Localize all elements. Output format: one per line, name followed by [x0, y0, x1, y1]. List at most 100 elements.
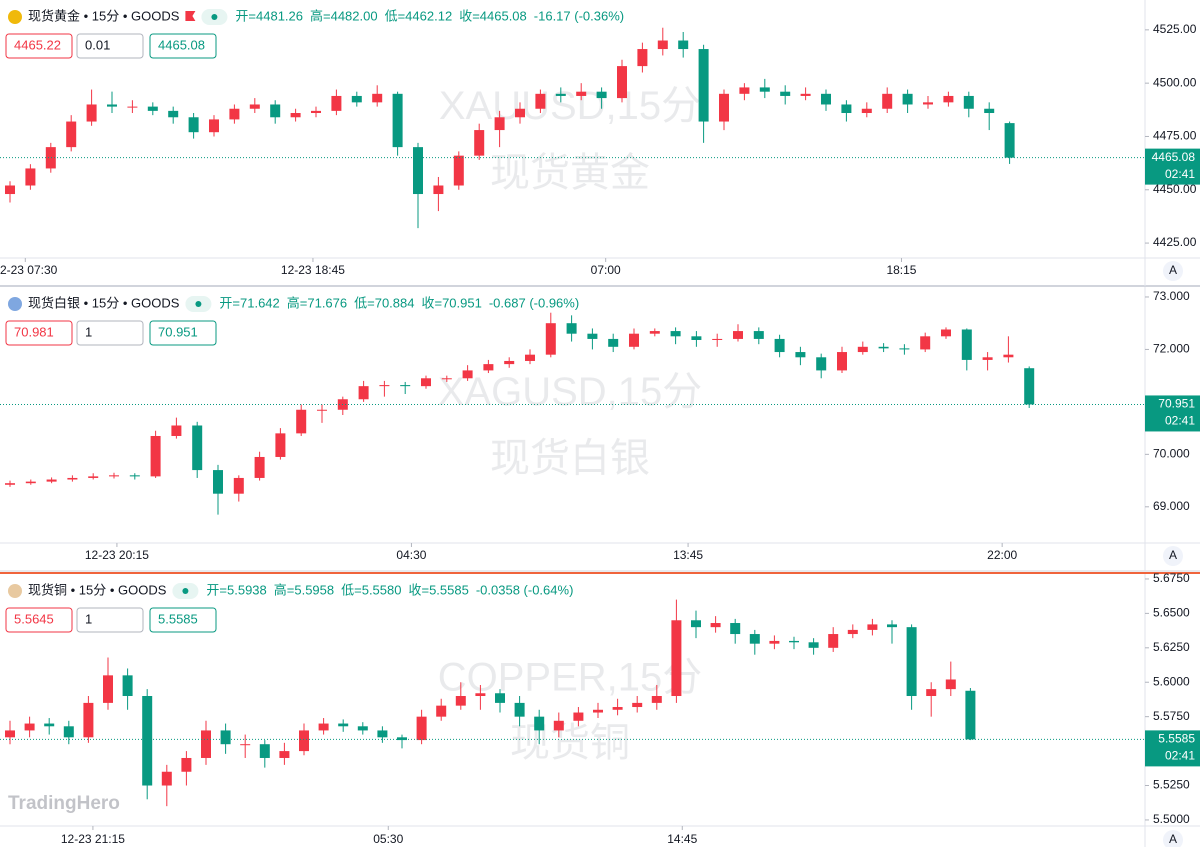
trade-button-label[interactable]: 70.951 [158, 324, 198, 339]
candle-body [534, 716, 545, 731]
candle-body [181, 757, 192, 772]
trade-button-label[interactable]: 1 [85, 324, 92, 339]
candle-body [899, 348, 910, 350]
candle-body [122, 675, 133, 697]
flag-icon [185, 11, 196, 21]
ohlc-low: 低=70.884 [354, 295, 414, 310]
candle-body [504, 360, 515, 365]
ohlc-high: 高=71.676 [287, 295, 347, 310]
ohlc-high: 高=5.5958 [274, 582, 334, 597]
y-tick-label: 70.000 [1153, 447, 1190, 461]
watermark: XAUUSD,15分 [439, 84, 701, 128]
candle-body [416, 716, 427, 741]
y-tick-label: 5.6750 [1153, 571, 1190, 585]
candle-body [495, 693, 505, 703]
candle-body [240, 744, 251, 746]
y-tick-label: 73.000 [1153, 289, 1190, 303]
candle-body [555, 93, 566, 96]
y-tick-label: 4475.00 [1153, 129, 1197, 143]
candle-body [961, 329, 972, 360]
ohlc-close: 收=4465.08 [459, 8, 527, 23]
candle-body [816, 357, 827, 371]
auto-scale-label[interactable]: A [1169, 832, 1177, 846]
trade-button-label[interactable]: 1 [85, 611, 92, 626]
candle-body [171, 425, 182, 436]
countdown: 02:41 [1165, 749, 1195, 763]
y-tick-label: 5.6250 [1153, 640, 1190, 654]
candle-body [1024, 368, 1035, 405]
auto-scale-label[interactable]: A [1169, 263, 1177, 277]
candle-body [926, 689, 937, 697]
auto-scale-button[interactable] [1163, 830, 1183, 847]
watermark: XAGUSD,15分 [438, 370, 703, 414]
auto-scale-button[interactable] [1163, 546, 1183, 566]
candle-body [671, 620, 682, 697]
candle-body [377, 730, 388, 738]
candle-body [358, 386, 369, 400]
trade-button[interactable] [76, 607, 144, 633]
candle-body [397, 737, 407, 741]
candle-body [279, 751, 290, 758]
candle-body [86, 104, 97, 122]
candle-body [45, 147, 56, 169]
candle-body [142, 696, 153, 786]
candle-body [192, 425, 203, 471]
auto-scale-button[interactable] [1163, 261, 1183, 281]
countdown: 02:41 [1165, 414, 1195, 428]
y-tick-label: 4425.00 [1153, 235, 1197, 249]
trade-button[interactable] [149, 607, 217, 633]
candle-body [759, 87, 770, 92]
candle-body [596, 91, 607, 99]
candle-body [691, 336, 702, 340]
watermark: 现货白银 [490, 437, 650, 481]
y-tick-label: 5.5000 [1153, 812, 1190, 826]
trade-button-label[interactable]: 5.5585 [158, 611, 198, 626]
trade-button[interactable] [5, 607, 73, 633]
auto-scale-label[interactable]: A [1169, 548, 1177, 562]
candle-body [651, 696, 662, 703]
candle-body [290, 113, 301, 118]
trade-button[interactable] [5, 33, 73, 59]
candle-body [733, 331, 743, 339]
ohlc-low: 低=4462.12 [385, 8, 453, 23]
y-tick-label: 69.000 [1153, 499, 1190, 513]
y-tick-label: 5.5250 [1153, 778, 1190, 792]
candle-body [943, 95, 954, 103]
candle-body [351, 95, 362, 103]
y-tick-label: 5.6000 [1153, 674, 1190, 688]
candle-body [331, 95, 342, 111]
candle-body [749, 634, 760, 644]
symbol-title: 现货铜 • 15分 • GOODS [28, 582, 167, 597]
candle-body [535, 93, 546, 109]
trade-button[interactable] [149, 33, 217, 59]
candle-body [545, 323, 556, 355]
x-tick-label: 18:15 [886, 263, 916, 277]
trade-button-label[interactable]: 4465.08 [158, 37, 205, 52]
countdown: 02:41 [1165, 167, 1195, 181]
candle-body [296, 409, 307, 434]
candle-body [249, 104, 260, 109]
candle-body [201, 730, 211, 758]
symbol-title: 现货白银 • 15分 • GOODS [28, 295, 180, 310]
candle-body [483, 364, 494, 371]
candle-body [649, 331, 660, 334]
candle-body [637, 49, 648, 67]
logo: TradingHero [8, 793, 120, 814]
trade-button[interactable] [76, 33, 144, 59]
candle-body [719, 93, 729, 122]
candle-body [573, 712, 584, 721]
trade-button[interactable] [76, 320, 144, 346]
candle-body [878, 346, 889, 349]
candle-body [318, 723, 329, 731]
candle-body [906, 627, 917, 697]
trade-button-label[interactable]: 0.01 [85, 37, 110, 52]
trade-button[interactable] [149, 320, 217, 346]
trade-button[interactable] [5, 320, 73, 346]
candle-body [841, 104, 852, 114]
trade-button-label[interactable]: 5.5645 [14, 611, 54, 626]
candle-body [63, 726, 74, 738]
trade-button-label[interactable]: 4465.22 [14, 37, 61, 52]
candle-body [150, 435, 161, 477]
trade-button-label[interactable]: 70.981 [14, 324, 54, 339]
